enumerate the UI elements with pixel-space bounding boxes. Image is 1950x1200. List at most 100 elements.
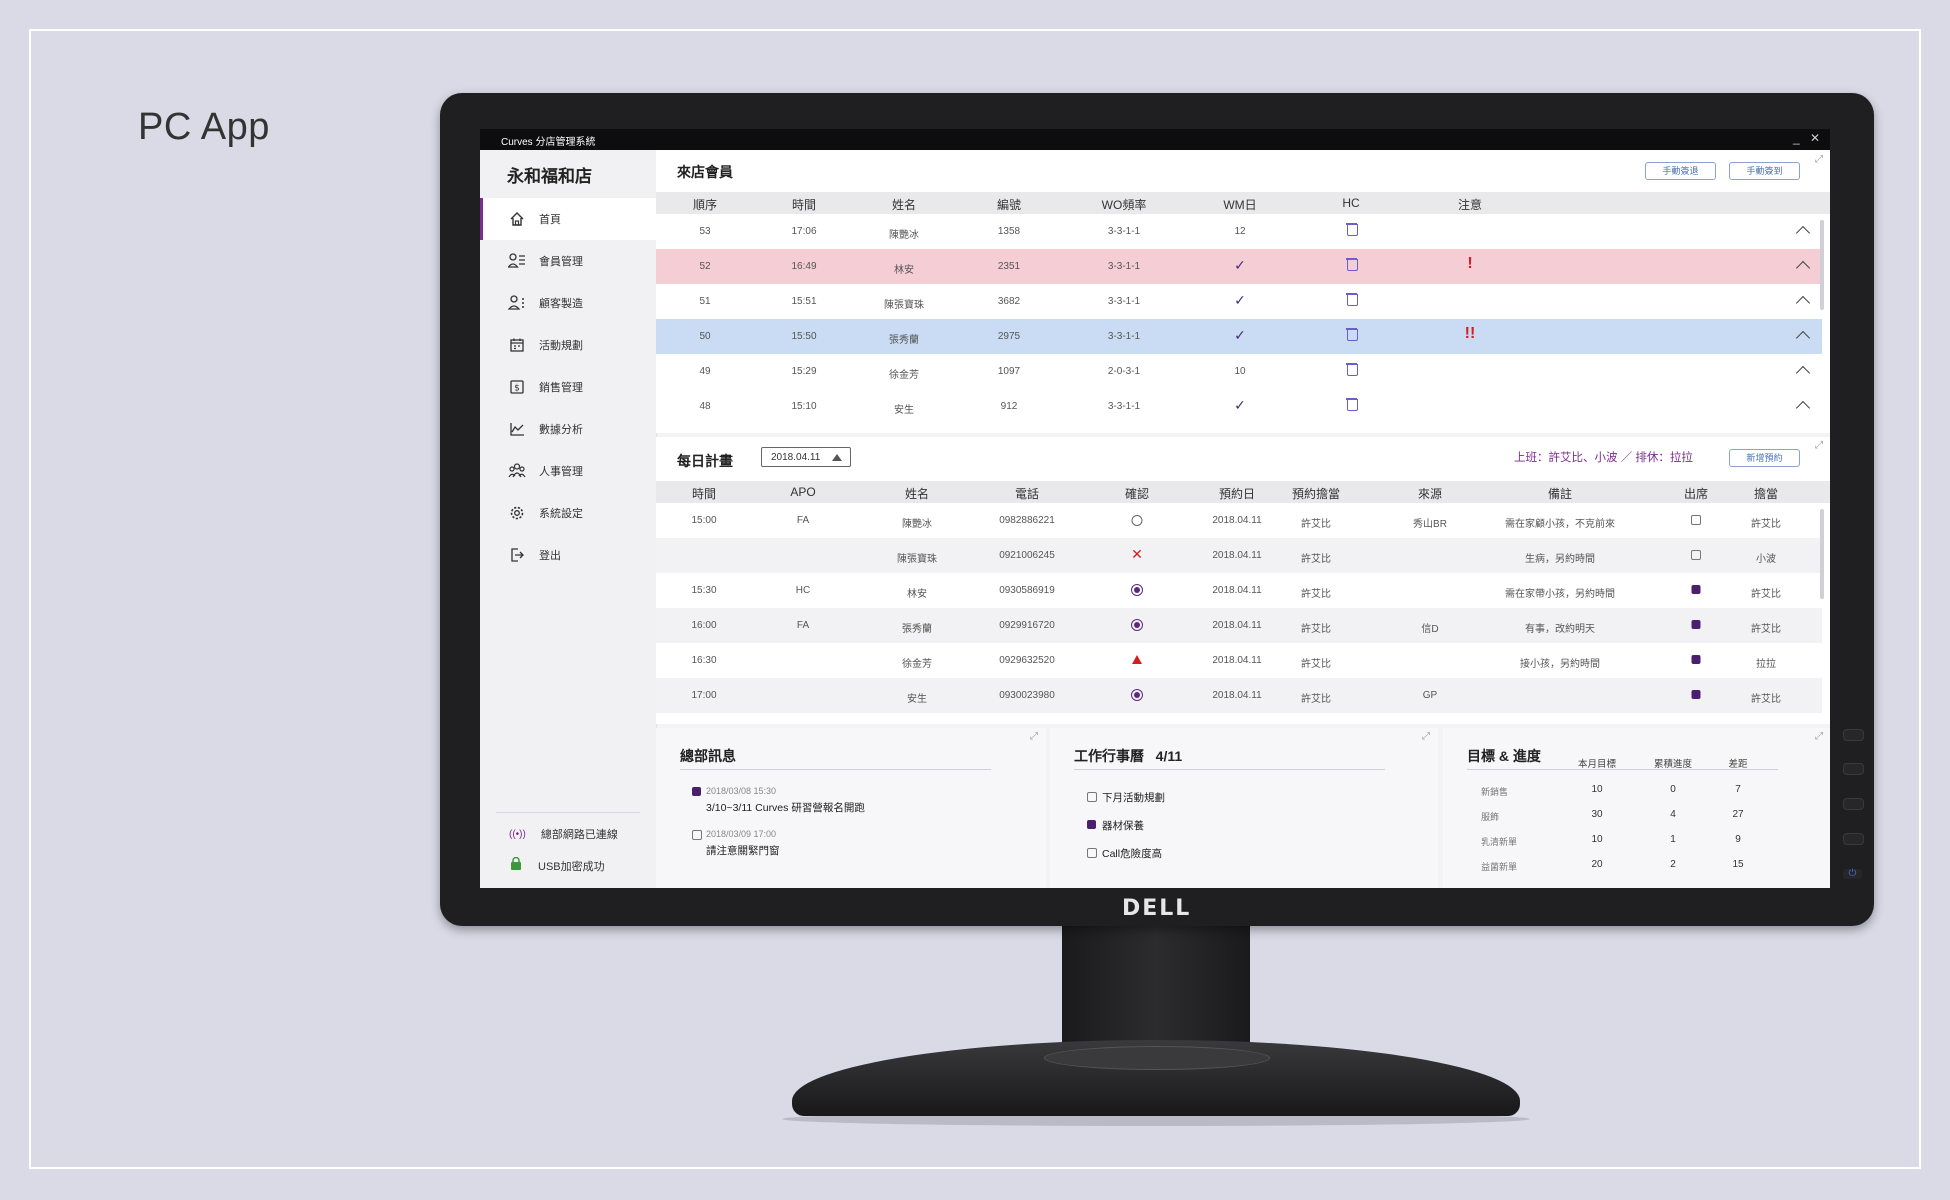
cross-icon[interactable]: ✕ <box>1131 546 1143 562</box>
cell-date: 2018.04.11 <box>1212 550 1262 561</box>
cell-name: 陳張寶珠 <box>897 554 937 565</box>
close-icon[interactable]: ✕ <box>1810 131 1821 145</box>
manual-checkout-button[interactable]: 手動簽退 <box>1645 162 1716 180</box>
goal-progress: 0 <box>1670 784 1676 795</box>
power-icon[interactable]: ⏻ <box>1843 869 1862 879</box>
sidebar-item-home[interactable]: 首頁 <box>480 198 656 240</box>
column-header: 來源 <box>1417 487 1443 501</box>
expand-icon[interactable]: ⤢ <box>1815 731 1823 742</box>
table-row[interactable]: 陳張寶珠 0921006245 2018.04.11 許艾比 生病，另約時間 小波 ✕ <box>656 538 1822 573</box>
cell-date: 2018.04.11 <box>1212 690 1262 701</box>
column-header: HC <box>1342 196 1360 210</box>
table-row[interactable]: 16:00 FA 張秀蘭 0929916720 2018.04.11 許艾比 信D 有事，改約… <box>656 608 1822 643</box>
sidebar-item-logout[interactable]: 登出 <box>480 534 656 576</box>
minimize-icon[interactable]: _ <box>1793 131 1800 145</box>
cell-id: 2975 <box>997 331 1021 342</box>
attendance-checked-checkbox[interactable] <box>1691 585 1701 594</box>
cell-time: 15:10 <box>791 401 817 412</box>
table-row[interactable]: 52 16:49 林安 2351 3-3-1-1 ✓! <box>656 249 1822 284</box>
cell-apo: FA <box>796 515 810 526</box>
column-header: 預約擔當 <box>1291 487 1341 501</box>
todo-checkbox[interactable] <box>1087 848 1097 858</box>
todo-checkbox[interactable] <box>1087 792 1097 802</box>
sidebar-item-calendar[interactable]: 活動規劃 <box>480 324 656 366</box>
cell-wo: 3-3-1-1 <box>1107 331 1141 342</box>
table-row[interactable]: 15:00 FA 陳艷冰 0982886221 2018.04.11 許艾比 秀山BR 需在家… <box>656 503 1822 538</box>
radio-checked-icon[interactable] <box>1131 584 1143 596</box>
manual-checkin-button[interactable]: 手動簽到 <box>1729 162 1800 180</box>
news-date: 2018/03/08 15:30 <box>706 786 777 796</box>
table-row[interactable]: 53 17:06 陳艷冰 1358 3-3-1-1 12 <box>656 214 1822 249</box>
app-screen: Curves 分店管理系統 _ ✕ 永和福和店 首頁 會員管理 顧客製造 活動規劃 $ 銷… <box>480 129 1830 888</box>
radio-checked-icon[interactable] <box>1131 689 1143 701</box>
member-list-icon <box>508 252 526 270</box>
column-header: WO頻率 <box>1101 198 1147 212</box>
cell-time: 15:29 <box>791 366 817 377</box>
sidebar-item-gear[interactable]: 系統設定 <box>480 492 656 534</box>
table-row[interactable]: 16:30 徐金芳 0929632520 2018.04.11 許艾比 接小孩，另約時間 拉… <box>656 643 1822 678</box>
expand-icon[interactable]: ⤢ <box>1815 440 1823 451</box>
cell-name: 徐金芳 <box>889 370 919 381</box>
daily-scrollbar[interactable] <box>1820 509 1824 599</box>
sidebar-item-people[interactable]: 人事管理 <box>480 450 656 492</box>
monitor-button[interactable] <box>1843 763 1864 775</box>
table-row[interactable]: 50 15:50 張秀蘭 2975 3-3-1-1 ✓!! <box>656 319 1822 354</box>
cell-id: 3682 <box>997 296 1021 307</box>
expand-icon[interactable]: ⤢ <box>1815 154 1823 165</box>
store-name: 永和福和店 <box>507 167 592 186</box>
goals-card: 目標 & 進度 ⤢ 本月目標 累積進度 差距 新銷售 10 0 7 服飾 30 4 27 乳清新單 10… <box>1443 728 1830 888</box>
cell-id: 1097 <box>997 366 1021 377</box>
attendance-checkbox[interactable] <box>1691 515 1701 525</box>
attendance-checked-checkbox[interactable] <box>1691 690 1701 699</box>
warning-triangle-icon[interactable] <box>1132 655 1142 664</box>
attendance-checkbox[interactable] <box>1691 550 1701 560</box>
attendance-checked-checkbox[interactable] <box>1691 620 1701 629</box>
sidebar-item-member-list[interactable]: 會員管理 <box>480 240 656 282</box>
news-checkbox[interactable] <box>692 830 702 840</box>
goals-column-header: 本月目標 <box>1577 759 1617 770</box>
visitors-scrollbar[interactable] <box>1820 220 1824 310</box>
customer-icon <box>508 294 526 312</box>
radio-checked-icon[interactable] <box>1131 619 1143 631</box>
daily-plan-title: 每日計畫 <box>677 453 733 469</box>
todo-text: Call危險度高 <box>1102 848 1163 860</box>
sidebar-item-customer[interactable]: 顧客製造 <box>480 282 656 324</box>
column-header: 注意 <box>1457 198 1483 212</box>
goals-column-header: 差距 <box>1728 759 1748 770</box>
new-appointment-button[interactable]: 新增預約 <box>1729 449 1800 467</box>
chevron-up-icon[interactable] <box>1795 260 1811 276</box>
monitor-button[interactable] <box>1843 729 1864 741</box>
chevron-up-icon[interactable] <box>1795 365 1811 381</box>
date-select[interactable]: 2018.04.11 <box>761 447 851 467</box>
table-row[interactable]: 15:30 HC 林安 0930586919 2018.04.11 許艾比 需在家帶小孩，另… <box>656 573 1822 608</box>
monitor-button[interactable] <box>1843 833 1864 845</box>
table-row[interactable]: 48 15:10 安生 912 3-3-1-1 ✓ <box>656 389 1822 424</box>
chevron-up-icon[interactable] <box>1795 330 1811 346</box>
chevron-up-icon[interactable] <box>1795 295 1811 311</box>
expand-icon[interactable]: ⤢ <box>1422 731 1430 742</box>
sidebar-item-label: 登出 <box>539 550 561 562</box>
calendar-title: 工作行事曆 4/11 <box>1074 748 1183 764</box>
chevron-up-icon[interactable] <box>1795 400 1811 416</box>
sidebar-item-dollar[interactable]: $ 銷售管理 <box>480 366 656 408</box>
cell-wo: 3-3-1-1 <box>1107 226 1141 237</box>
cell-rep: 許艾比 <box>1301 694 1331 705</box>
cell-rep: 許艾比 <box>1301 624 1331 635</box>
todo-checked-checkbox[interactable] <box>1087 820 1096 829</box>
cell-phone: 0929632520 <box>999 655 1055 666</box>
cell-owner: 許艾比 <box>1751 624 1781 635</box>
cell-time: 16:49 <box>791 261 817 272</box>
table-row[interactable]: 49 15:29 徐金芳 1097 2-0-3-1 10 <box>656 354 1822 389</box>
sidebar-item-chart[interactable]: 數據分析 <box>480 408 656 450</box>
goal-gap: 7 <box>1735 784 1741 795</box>
chevron-up-icon[interactable] <box>1795 225 1811 241</box>
table-row[interactable]: 17:00 安生 0930023980 2018.04.11 許艾比 GP 許艾比 <box>656 678 1822 713</box>
table-row[interactable]: 51 15:51 陳張寶珠 3682 3-3-1-1 ✓ <box>656 284 1822 319</box>
news-checked-checkbox[interactable] <box>692 787 701 796</box>
expand-icon[interactable]: ⤢ <box>1030 731 1038 742</box>
cell-time: 15:50 <box>791 331 817 342</box>
circle-outline-icon[interactable] <box>1131 515 1143 526</box>
monitor-button[interactable] <box>1843 798 1864 810</box>
date-select-value: 2018.04.11 <box>771 452 821 463</box>
attendance-checked-checkbox[interactable] <box>1691 655 1701 664</box>
